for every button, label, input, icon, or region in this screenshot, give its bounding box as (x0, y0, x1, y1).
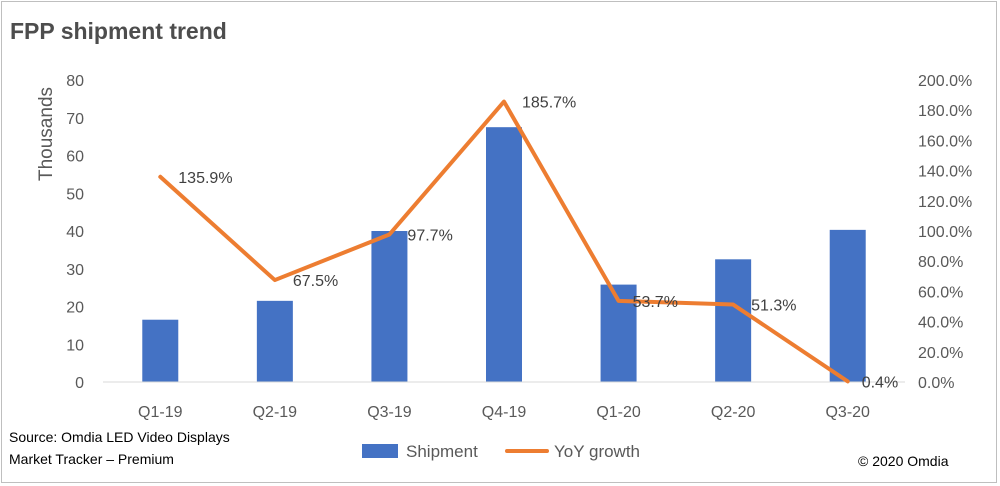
y-tick-label: 40 (66, 224, 84, 241)
yoy-data-label: 185.7% (522, 95, 576, 112)
y2-tick-label: 60.0% (918, 284, 963, 301)
y-tick-label: 50 (66, 186, 84, 203)
yoy-data-label: 51.3% (751, 298, 796, 315)
yoy-data-label: 67.5% (293, 273, 338, 290)
y2-tick-label: 180.0% (918, 103, 972, 120)
y-tick-label: 70 (66, 111, 84, 128)
shipment-bar (715, 259, 752, 382)
x-tick-label: Q2-20 (711, 404, 756, 421)
yoy-growth-line (158, 99, 850, 384)
y2-tick-label: 140.0% (918, 164, 972, 181)
x-tick-label: Q2-19 (253, 404, 298, 421)
source-line-2: Market Tracker – Premium (9, 451, 174, 467)
x-tick-label: Q3-20 (825, 404, 870, 421)
y2-tick-label: 160.0% (918, 133, 972, 150)
yoy-data-label: 97.7% (407, 227, 452, 244)
y-tick-label: 0 (75, 375, 84, 392)
legend: Shipment YoY growth (362, 442, 640, 461)
x-axis-ticks: Q1-19 Q2-19 Q3-19 Q4-19 Q1-20 Q2-20 Q3-20 (138, 404, 870, 421)
shipment-bar (829, 229, 866, 382)
y2-tick-label: 200.0% (918, 73, 972, 90)
y-tick-label: 80 (66, 73, 84, 90)
shipment-bar (371, 231, 408, 382)
yoy-data-label: 135.9% (178, 170, 232, 187)
y2-tick-label: 0.0% (918, 375, 954, 392)
y-tick-label: 60 (66, 149, 84, 166)
legend-shipment-label: Shipment (406, 442, 478, 461)
left-axis: 0 10 20 30 40 50 60 70 80 (66, 73, 84, 392)
source-line-1: Source: Omdia LED Video Displays (9, 429, 230, 445)
y2-tick-label: 120.0% (918, 194, 972, 211)
y-tick-label: 10 (66, 337, 84, 354)
shipment-bar (486, 127, 522, 382)
y2-tick-label: 40.0% (918, 315, 963, 332)
x-tick-label: Q3-19 (367, 404, 412, 421)
yoy-data-label: 0.4% (862, 374, 898, 391)
chart-title: FPP shipment trend (10, 18, 227, 44)
x-tick-label: Q1-19 (138, 404, 183, 421)
legend-yoy-label: YoY growth (554, 442, 640, 461)
copyright: © 2020 Omdia (858, 453, 949, 469)
x-tick-label: Q1-20 (596, 404, 641, 421)
y2-tick-label: 80.0% (918, 254, 963, 271)
y2-tick-label: 20.0% (918, 345, 963, 362)
shipment-bars (142, 127, 866, 382)
right-axis: 0.0% 20.0% 40.0% 60.0% 80.0% 100.0% 120.0% 140.… (918, 73, 972, 392)
legend-shipment-swatch (362, 444, 398, 458)
yoy-data-labels: 135.9% 67.5% 97.7% 185.7% 53.7% 51.3% 0.4% (178, 95, 898, 392)
y-tick-label: 20 (66, 300, 84, 317)
yoy-data-label: 53.7% (633, 294, 678, 311)
x-tick-label: Q4-19 (482, 404, 527, 421)
source-note: Source: Omdia LED Video Displays Market … (9, 426, 230, 470)
y2-tick-label: 100.0% (918, 224, 972, 241)
yoy-growth-polyline (158, 99, 850, 384)
y-axis-title: Thousands (36, 87, 57, 181)
shipment-bar (256, 300, 293, 382)
y-tick-label: 30 (66, 262, 84, 279)
shipment-bar (142, 319, 179, 382)
